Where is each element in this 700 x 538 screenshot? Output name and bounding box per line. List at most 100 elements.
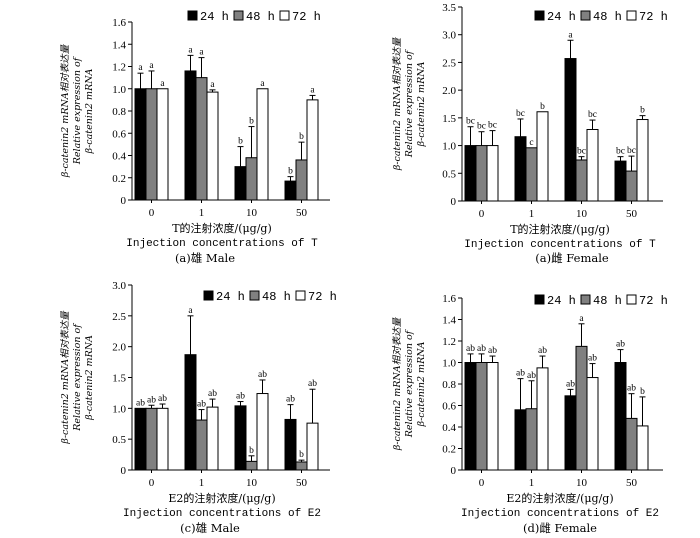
- bar: [284, 180, 297, 201]
- x-axis-title-cn: E2的注射浓度/(μg/g): [168, 491, 275, 505]
- significance-label: bc: [488, 121, 497, 131]
- x-tick-label: 0: [479, 208, 485, 220]
- legend-swatch: [626, 294, 637, 305]
- y-axis-title-line: β-catenin2 mRNA相对表达量: [60, 310, 71, 445]
- significance-label: b: [288, 167, 293, 177]
- x-tick-label: 50: [296, 207, 308, 219]
- y-axis-title-line: β-catenin2 mRNA相对表达量: [392, 36, 403, 171]
- bar: [536, 367, 549, 471]
- y-tick-label: 0.2: [112, 173, 126, 185]
- significance-label: ab: [588, 354, 597, 364]
- y-tick-label: 2.0: [442, 85, 456, 97]
- bar: [306, 422, 319, 471]
- bar: [156, 88, 169, 201]
- y-axis-title-line: Relative expression of: [404, 329, 415, 438]
- significance-label: a: [149, 61, 154, 71]
- legend-swatch: [295, 290, 306, 301]
- y-axis-title-line: β-catenin2 mRNA: [84, 68, 95, 154]
- significance-label: ab: [538, 346, 547, 356]
- significance-label: bc: [627, 146, 636, 156]
- y-tick-label: 1.2: [442, 336, 456, 348]
- y-tick-label: 3.0: [112, 280, 126, 292]
- y-axis-title-line: Relative expression of: [404, 49, 415, 158]
- y-tick-label: 2.0: [112, 342, 126, 354]
- significance-label: ab: [627, 384, 636, 394]
- x-axis-title-cn: T的注射浓度/(μg/g): [510, 222, 610, 236]
- x-tick-label: 0: [149, 207, 155, 219]
- significance-label: a: [260, 79, 265, 89]
- bar: [525, 408, 538, 471]
- significance-label: c: [529, 138, 533, 148]
- significance-label: ab: [236, 392, 245, 402]
- bar: [195, 419, 208, 471]
- legend-label: 72 h: [639, 294, 668, 308]
- panel-caption: (d)雌 Female: [523, 521, 597, 535]
- y-tick-label: 0: [451, 196, 457, 208]
- y-tick-label: 0.8: [442, 379, 456, 391]
- y-tick-label: 0.4: [442, 422, 456, 434]
- bar: [486, 145, 499, 202]
- y-tick-label: 0: [451, 465, 457, 477]
- significance-label: ab: [466, 344, 475, 354]
- x-tick-label: 0: [149, 477, 155, 489]
- legend-swatch: [233, 10, 244, 21]
- y-tick-label: 0.6: [112, 128, 126, 140]
- bar: [514, 409, 527, 471]
- significance-label: a: [568, 30, 573, 40]
- bar: [625, 417, 638, 471]
- y-axis-title-line: Relative expression of: [72, 323, 83, 432]
- significance-label: b: [540, 102, 545, 112]
- bar: [134, 88, 147, 201]
- x-tick-label: 1: [199, 477, 205, 489]
- bar: [464, 362, 477, 471]
- y-tick-label: 3.5: [442, 2, 456, 14]
- legend-label: 72 h: [639, 10, 668, 24]
- y-tick-label: 0.5: [442, 168, 456, 180]
- legend-swatch: [580, 294, 591, 305]
- y-axis-title-line: β-catenin2 mRNA: [416, 61, 427, 147]
- panel-caption: (a)雌 Female: [535, 251, 609, 265]
- legend-label: 24 h: [547, 10, 576, 24]
- y-tick-label: 1.0: [442, 141, 456, 153]
- legend-label: 48 h: [262, 290, 291, 304]
- significance-label: ab: [136, 398, 145, 408]
- y-tick-label: 1.6: [112, 17, 126, 29]
- y-tick-label: 1.0: [442, 358, 456, 370]
- x-tick-label: 10: [246, 207, 258, 219]
- significance-label: b: [640, 106, 645, 116]
- significance-label: a: [579, 314, 584, 324]
- x-tick-label: 50: [296, 477, 308, 489]
- bar: [614, 160, 627, 202]
- y-tick-label: 1.4: [112, 39, 126, 51]
- legend-swatch: [249, 290, 260, 301]
- significance-label: a: [310, 85, 315, 95]
- bar: [475, 145, 488, 202]
- legend-swatch: [279, 10, 290, 21]
- y-tick-label: 0: [121, 195, 127, 207]
- significance-label: ab: [208, 389, 217, 399]
- legend-label: 24 h: [200, 10, 229, 24]
- x-tick-label: 10: [576, 477, 588, 489]
- bar: [575, 159, 588, 202]
- significance-label: a: [199, 48, 204, 58]
- x-axis-title-en: Injection concentrations of T: [464, 239, 656, 251]
- significance-label: bc: [588, 110, 597, 120]
- significance-label: ab: [477, 344, 486, 354]
- legend-swatch: [626, 10, 637, 21]
- significance-label: bc: [477, 122, 486, 132]
- y-tick-label: 0.5: [112, 434, 126, 446]
- x-tick-label: 1: [529, 208, 535, 220]
- y-tick-label: 2.5: [442, 57, 456, 69]
- significance-label: bc: [616, 147, 625, 157]
- legend-label: 48 h: [593, 294, 622, 308]
- x-axis-title-en: Injection concentrations of E2: [461, 508, 659, 520]
- bar: [295, 159, 308, 201]
- significance-label: bc: [466, 117, 475, 127]
- significance-label: b: [299, 132, 304, 142]
- legend-label: 24 h: [547, 294, 576, 308]
- bar: [536, 111, 549, 202]
- significance-label: ab: [197, 400, 206, 410]
- bar: [245, 460, 258, 471]
- significance-label: b: [238, 137, 243, 147]
